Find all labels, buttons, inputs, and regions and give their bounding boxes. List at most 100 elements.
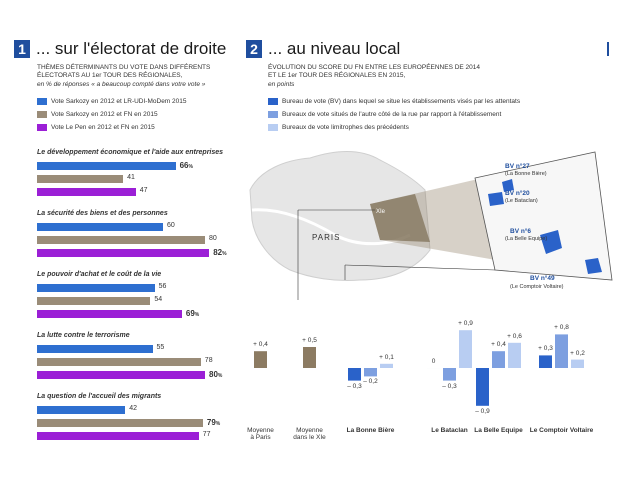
category-label-line: Moyenne (247, 427, 274, 434)
bar (37, 358, 201, 366)
bar-value-label: 54 (154, 296, 162, 303)
bar-value: 56 (158, 283, 167, 290)
district-xi (370, 194, 430, 242)
bar-value-label: + 0,8 (554, 324, 569, 332)
bar-value-label: 77 (203, 431, 211, 438)
bv-bar (348, 368, 361, 381)
bv-bar (380, 363, 393, 368)
bar-value: 42 (129, 405, 137, 412)
legend-item: Vote Sarkozy en 2012 et LR-UDI-MoDem 201… (37, 98, 186, 105)
paris-outline (249, 151, 431, 281)
bv-bar (492, 351, 505, 368)
bar (37, 249, 210, 257)
section1-note: en % de réponses « a beaucoup compté dan… (37, 81, 206, 88)
bv-49 (585, 258, 602, 274)
category-label-line: La Belle Equipe (474, 427, 523, 434)
bar-value: 82 (213, 248, 223, 257)
bar-value-label: 82% (213, 248, 226, 257)
bv-6-place: (La Belle Equipe) (505, 236, 548, 242)
bar-value-label: 47 (140, 187, 148, 194)
bar (37, 188, 136, 196)
legend-label: Bureau de vote (BV) dans lequel se situe… (282, 98, 521, 106)
section1-title: ... sur l'électorat de droite (36, 39, 227, 58)
bv-6 (540, 230, 562, 254)
category-label: La Belle Equipe (464, 427, 534, 434)
bar-value-label: 66% (180, 161, 193, 170)
bv-20-place: (Le Bataclan) (505, 198, 538, 204)
paris-map (249, 151, 613, 300)
legend-item: Vote Sarkozy en 2012 et FN en 2015 (37, 111, 158, 118)
bar-value: 54 (154, 296, 163, 303)
legend-swatch (37, 124, 47, 131)
bar (37, 371, 205, 379)
bv-27-label: BV n°27 (505, 163, 530, 170)
bv-49-label: BV n°49 (530, 275, 555, 282)
bar (37, 236, 205, 244)
percent-sign: % (217, 373, 223, 379)
bar-value-label: + 0,1 (379, 353, 394, 361)
bar (37, 406, 126, 414)
bar-value-label: 41 (127, 174, 135, 181)
bar-value-label: – 0,3 (347, 382, 362, 390)
category-label: La Bonne Bière (336, 427, 406, 434)
bar (37, 162, 176, 170)
bar-value: 80 (209, 370, 218, 379)
bar-value-label: 80 (209, 235, 217, 242)
bar-value: 47 (139, 187, 148, 194)
bv-20 (488, 192, 504, 206)
section2-note: en points (268, 81, 295, 88)
district-label: XIe (376, 209, 386, 215)
category-label: Moyenne dans le XIe (275, 427, 345, 441)
bar-value: 80 (209, 235, 217, 242)
bar-value-label: 0 (431, 358, 436, 365)
bar-value: 79 (206, 418, 216, 427)
legend-label: Vote Sarkozy en 2012 et FN en 2015 (51, 111, 158, 119)
bar-value-label: 69% (186, 309, 199, 318)
bv-6-label: BV n°6 (510, 228, 532, 235)
section1-subtitle-1: THÈMES DÉTERMINANTS DU VOTE DANS DIFFÉRE… (37, 64, 211, 71)
bv-bar (571, 359, 584, 368)
bar-value-label: 78 (205, 357, 213, 364)
category-label: Le Bataclan (415, 427, 485, 434)
legend-swatch (268, 98, 278, 105)
legend-label: Bureaux de vote situés de l'autre côté d… (282, 111, 502, 119)
category-label-line: dans le XIe (293, 434, 326, 441)
bar-value-label: + 0,6 (507, 332, 522, 340)
bv-bar (364, 368, 377, 377)
legend-label: Vote Sarkozy en 2012 et LR-UDI-MoDem 201… (51, 98, 187, 106)
bar (37, 284, 155, 292)
bar-value-label: + 0,4 (491, 341, 506, 349)
bar (37, 297, 151, 305)
average-bar (254, 351, 267, 368)
section2-subtitle-2: ET LE 1er TOUR DES RÉGIONALES EN 2015, (268, 72, 406, 79)
bar-value-label: 42 (129, 405, 137, 412)
legend-swatch (37, 98, 47, 105)
legend-item: Bureau de vote (BV) dans lequel se situe… (268, 98, 520, 105)
legend-swatch (268, 124, 278, 131)
theme-label: Le pouvoir d'achat et le coût de la vie (37, 271, 162, 278)
bar-value-label: 55 (157, 344, 165, 351)
bar-value: 55 (156, 344, 165, 351)
bv-bar (555, 334, 568, 368)
paris-label: PARIS (312, 233, 341, 242)
bar-value: 66 (179, 161, 189, 170)
theme-label: La lutte contre le terrorisme (37, 332, 130, 339)
percent-sign: % (222, 251, 227, 257)
column-divider (607, 42, 609, 56)
bv-bar (476, 368, 489, 406)
bv-bar (459, 330, 472, 368)
bar-value: 69 (185, 309, 195, 318)
bar-value-label: + 0,9 (458, 320, 473, 328)
section2-number: 2 (246, 40, 262, 58)
bar-value-label: 56 (159, 283, 167, 290)
bar-value-label: – 0,9 (475, 407, 490, 415)
percent-sign: % (215, 421, 221, 427)
category-label: Moyenne à Paris (226, 427, 296, 441)
category-label-line: Le Comptoir Voltaire (529, 427, 594, 434)
section1-number: 1 (14, 40, 30, 58)
category-label-line: Le Bataclan (431, 427, 468, 434)
bv-27 (502, 179, 514, 192)
bar-value-label: – 0,3 (442, 382, 457, 390)
bv-bar (508, 342, 521, 368)
bar (37, 419, 203, 427)
